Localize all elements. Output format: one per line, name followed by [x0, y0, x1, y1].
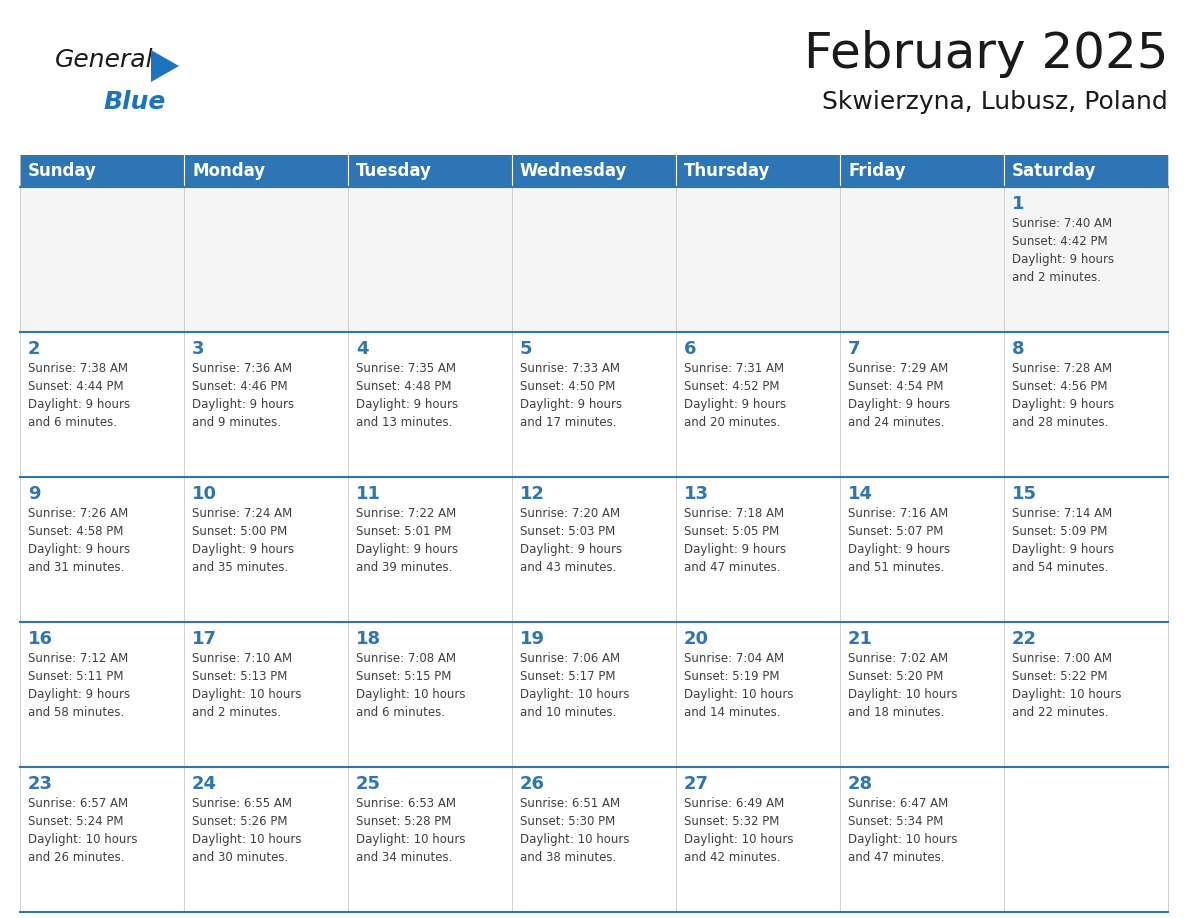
Text: Blue: Blue [103, 90, 165, 114]
Text: 27: 27 [684, 775, 709, 793]
Text: 24: 24 [192, 775, 217, 793]
Text: Tuesday: Tuesday [356, 162, 432, 180]
Text: 6: 6 [684, 340, 696, 358]
Text: Monday: Monday [192, 162, 265, 180]
Text: 14: 14 [848, 485, 873, 503]
Text: 2: 2 [29, 340, 40, 358]
Text: 21: 21 [848, 630, 873, 648]
Text: Sunrise: 6:47 AM
Sunset: 5:34 PM
Daylight: 10 hours
and 47 minutes.: Sunrise: 6:47 AM Sunset: 5:34 PM Dayligh… [848, 797, 958, 864]
Text: Sunrise: 7:22 AM
Sunset: 5:01 PM
Daylight: 9 hours
and 39 minutes.: Sunrise: 7:22 AM Sunset: 5:01 PM Dayligh… [356, 507, 459, 574]
Text: Sunrise: 7:29 AM
Sunset: 4:54 PM
Daylight: 9 hours
and 24 minutes.: Sunrise: 7:29 AM Sunset: 4:54 PM Dayligh… [848, 362, 950, 429]
Text: Sunrise: 7:18 AM
Sunset: 5:05 PM
Daylight: 9 hours
and 47 minutes.: Sunrise: 7:18 AM Sunset: 5:05 PM Dayligh… [684, 507, 786, 574]
Text: 5: 5 [520, 340, 532, 358]
Text: 26: 26 [520, 775, 545, 793]
Text: Sunrise: 6:51 AM
Sunset: 5:30 PM
Daylight: 10 hours
and 38 minutes.: Sunrise: 6:51 AM Sunset: 5:30 PM Dayligh… [520, 797, 630, 864]
Text: 4: 4 [356, 340, 368, 358]
Text: 17: 17 [192, 630, 217, 648]
Text: 10: 10 [192, 485, 217, 503]
Text: Sunrise: 7:31 AM
Sunset: 4:52 PM
Daylight: 9 hours
and 20 minutes.: Sunrise: 7:31 AM Sunset: 4:52 PM Dayligh… [684, 362, 786, 429]
Text: 25: 25 [356, 775, 381, 793]
Text: 13: 13 [684, 485, 709, 503]
Text: Sunrise: 7:12 AM
Sunset: 5:11 PM
Daylight: 9 hours
and 58 minutes.: Sunrise: 7:12 AM Sunset: 5:11 PM Dayligh… [29, 652, 131, 719]
Text: 12: 12 [520, 485, 545, 503]
Text: 7: 7 [848, 340, 860, 358]
Text: Sunrise: 6:49 AM
Sunset: 5:32 PM
Daylight: 10 hours
and 42 minutes.: Sunrise: 6:49 AM Sunset: 5:32 PM Dayligh… [684, 797, 794, 864]
Text: Sunrise: 7:33 AM
Sunset: 4:50 PM
Daylight: 9 hours
and 17 minutes.: Sunrise: 7:33 AM Sunset: 4:50 PM Dayligh… [520, 362, 623, 429]
Bar [184, 155, 348, 187]
Text: Sunrise: 7:08 AM
Sunset: 5:15 PM
Daylight: 10 hours
and 6 minutes.: Sunrise: 7:08 AM Sunset: 5:15 PM Dayligh… [356, 652, 466, 719]
Text: Sunrise: 7:20 AM
Sunset: 5:03 PM
Daylight: 9 hours
and 43 minutes.: Sunrise: 7:20 AM Sunset: 5:03 PM Dayligh… [520, 507, 623, 574]
Bar [840, 155, 1004, 187]
Text: General: General [55, 48, 153, 72]
Text: 11: 11 [356, 485, 381, 503]
Text: Sunrise: 7:00 AM
Sunset: 5:22 PM
Daylight: 10 hours
and 22 minutes.: Sunrise: 7:00 AM Sunset: 5:22 PM Dayligh… [1012, 652, 1121, 719]
Text: Sunrise: 7:26 AM
Sunset: 4:58 PM
Daylight: 9 hours
and 31 minutes.: Sunrise: 7:26 AM Sunset: 4:58 PM Dayligh… [29, 507, 131, 574]
Text: Saturday: Saturday [1012, 162, 1097, 180]
Bar [676, 155, 840, 187]
Text: 8: 8 [1012, 340, 1024, 358]
Text: 16: 16 [29, 630, 53, 648]
Text: 23: 23 [29, 775, 53, 793]
Text: Sunrise: 7:06 AM
Sunset: 5:17 PM
Daylight: 10 hours
and 10 minutes.: Sunrise: 7:06 AM Sunset: 5:17 PM Dayligh… [520, 652, 630, 719]
Text: Sunrise: 6:53 AM
Sunset: 5:28 PM
Daylight: 10 hours
and 34 minutes.: Sunrise: 6:53 AM Sunset: 5:28 PM Dayligh… [356, 797, 466, 864]
Polygon shape [151, 50, 179, 82]
Text: 18: 18 [356, 630, 381, 648]
Bar [512, 155, 676, 187]
Text: Sunrise: 7:38 AM
Sunset: 4:44 PM
Daylight: 9 hours
and 6 minutes.: Sunrise: 7:38 AM Sunset: 4:44 PM Dayligh… [29, 362, 131, 429]
Bar [348, 155, 512, 187]
Text: 28: 28 [848, 775, 873, 793]
Text: 22: 22 [1012, 630, 1037, 648]
Text: Thursday: Thursday [684, 162, 770, 180]
Text: 20: 20 [684, 630, 709, 648]
Text: Sunrise: 7:28 AM
Sunset: 4:56 PM
Daylight: 9 hours
and 28 minutes.: Sunrise: 7:28 AM Sunset: 4:56 PM Dayligh… [1012, 362, 1114, 429]
Text: Sunrise: 7:10 AM
Sunset: 5:13 PM
Daylight: 10 hours
and 2 minutes.: Sunrise: 7:10 AM Sunset: 5:13 PM Dayligh… [192, 652, 302, 719]
Text: 3: 3 [192, 340, 204, 358]
Text: Sunrise: 6:57 AM
Sunset: 5:24 PM
Daylight: 10 hours
and 26 minutes.: Sunrise: 6:57 AM Sunset: 5:24 PM Dayligh… [29, 797, 138, 864]
Text: 1: 1 [1012, 195, 1024, 213]
Text: Sunrise: 7:36 AM
Sunset: 4:46 PM
Daylight: 9 hours
and 9 minutes.: Sunrise: 7:36 AM Sunset: 4:46 PM Dayligh… [192, 362, 295, 429]
Text: Sunrise: 7:14 AM
Sunset: 5:09 PM
Daylight: 9 hours
and 54 minutes.: Sunrise: 7:14 AM Sunset: 5:09 PM Dayligh… [1012, 507, 1114, 574]
Bar [1004, 155, 1168, 187]
Text: Wednesday: Wednesday [520, 162, 627, 180]
Text: Sunrise: 7:35 AM
Sunset: 4:48 PM
Daylight: 9 hours
and 13 minutes.: Sunrise: 7:35 AM Sunset: 4:48 PM Dayligh… [356, 362, 459, 429]
Text: Sunrise: 7:40 AM
Sunset: 4:42 PM
Daylight: 9 hours
and 2 minutes.: Sunrise: 7:40 AM Sunset: 4:42 PM Dayligh… [1012, 217, 1114, 284]
Text: Friday: Friday [848, 162, 905, 180]
Bar [20, 187, 1168, 332]
Text: Sunrise: 7:04 AM
Sunset: 5:19 PM
Daylight: 10 hours
and 14 minutes.: Sunrise: 7:04 AM Sunset: 5:19 PM Dayligh… [684, 652, 794, 719]
Text: 15: 15 [1012, 485, 1037, 503]
Text: Sunrise: 6:55 AM
Sunset: 5:26 PM
Daylight: 10 hours
and 30 minutes.: Sunrise: 6:55 AM Sunset: 5:26 PM Dayligh… [192, 797, 302, 864]
Bar [20, 155, 184, 187]
Text: Sunrise: 7:24 AM
Sunset: 5:00 PM
Daylight: 9 hours
and 35 minutes.: Sunrise: 7:24 AM Sunset: 5:00 PM Dayligh… [192, 507, 295, 574]
Text: Sunrise: 7:02 AM
Sunset: 5:20 PM
Daylight: 10 hours
and 18 minutes.: Sunrise: 7:02 AM Sunset: 5:20 PM Dayligh… [848, 652, 958, 719]
Text: Sunrise: 7:16 AM
Sunset: 5:07 PM
Daylight: 9 hours
and 51 minutes.: Sunrise: 7:16 AM Sunset: 5:07 PM Dayligh… [848, 507, 950, 574]
Text: Sunday: Sunday [29, 162, 97, 180]
Text: 9: 9 [29, 485, 40, 503]
Text: 19: 19 [520, 630, 545, 648]
Text: February 2025: February 2025 [803, 30, 1168, 78]
Text: Skwierzyna, Lubusz, Poland: Skwierzyna, Lubusz, Poland [822, 90, 1168, 114]
